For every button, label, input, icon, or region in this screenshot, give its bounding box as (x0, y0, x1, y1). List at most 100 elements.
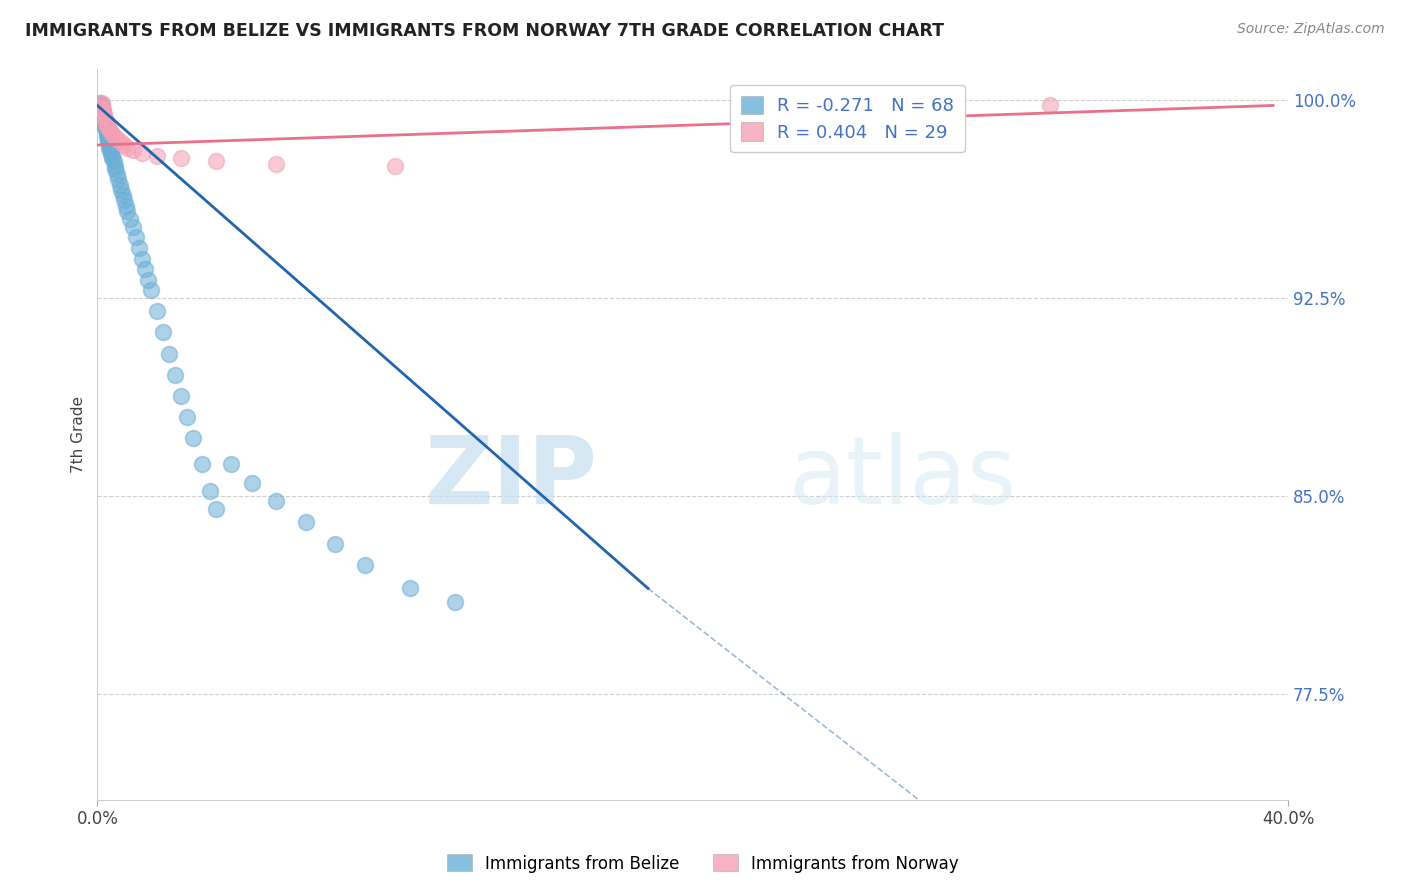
Point (176, 409, 198, 424)
Point (107, 172, 129, 186)
Point (97, 133, 120, 147)
Point (354, 558, 377, 572)
Point (93, 117, 115, 131)
Point (1039, 98, 1062, 112)
Point (94, 117, 117, 131)
Point (399, 582, 422, 596)
Point (110, 136, 132, 150)
Point (103, 153, 125, 168)
Legend: Immigrants from Belize, Immigrants from Norway: Immigrants from Belize, Immigrants from … (440, 847, 966, 880)
Point (90, 103, 112, 118)
Point (90, 101, 112, 115)
Point (170, 389, 193, 403)
Point (131, 145, 153, 160)
Point (110, 183, 132, 197)
Point (107, 133, 129, 147)
Point (221, 458, 243, 472)
Text: Source: ZipAtlas.com: Source: ZipAtlas.com (1237, 22, 1385, 37)
Point (91, 103, 114, 118)
Point (91, 98, 114, 112)
Point (125, 230, 148, 244)
Point (200, 483, 222, 498)
Point (128, 241, 150, 255)
Point (112, 138, 135, 153)
Point (97, 138, 120, 153)
Point (112, 194, 135, 208)
Point (97, 120, 120, 134)
Text: ZIP: ZIP (425, 432, 598, 524)
Point (93, 109, 115, 123)
Point (264, 156, 287, 170)
Point (91, 106, 114, 120)
Point (96, 117, 118, 131)
Point (98, 122, 121, 136)
Point (93, 114, 115, 128)
Point (384, 159, 406, 173)
Point (90, 103, 112, 118)
Point (94, 120, 117, 134)
Point (170, 151, 193, 165)
Point (205, 502, 228, 516)
Point (97, 136, 120, 150)
Point (181, 431, 204, 445)
Point (136, 272, 159, 286)
Text: IMMIGRANTS FROM BELIZE VS IMMIGRANTS FROM NORWAY 7TH GRADE CORRELATION CHART: IMMIGRANTS FROM BELIZE VS IMMIGRANTS FRO… (25, 22, 945, 40)
Point (157, 346, 180, 360)
Point (100, 145, 122, 160)
Point (94, 122, 117, 136)
Point (163, 368, 186, 382)
Point (205, 153, 228, 168)
Y-axis label: 7th Grade: 7th Grade (72, 395, 86, 473)
Point (91, 101, 114, 115)
Point (134, 262, 156, 277)
Point (94, 114, 117, 128)
Point (89, 98, 111, 112)
Point (96, 125, 118, 139)
Point (101, 128, 124, 142)
Point (90, 98, 112, 112)
Point (91, 106, 114, 120)
Point (122, 144, 145, 158)
Point (120, 211, 142, 226)
Point (91, 103, 114, 118)
Point (89, 101, 111, 115)
Point (115, 141, 138, 155)
Point (96, 130, 118, 145)
Point (104, 161, 127, 176)
Point (96, 120, 118, 134)
Point (94, 114, 117, 128)
Point (122, 219, 145, 234)
Point (240, 475, 263, 490)
Point (152, 326, 174, 340)
Point (93, 112, 115, 126)
Point (146, 304, 169, 318)
Legend: R = -0.271   N = 68, R = 0.404   N = 29: R = -0.271 N = 68, R = 0.404 N = 29 (730, 85, 965, 153)
Point (104, 159, 127, 173)
Point (90, 95, 112, 110)
Point (89, 95, 111, 110)
Point (108, 178, 131, 192)
Point (115, 204, 138, 219)
Point (91, 112, 114, 126)
Point (139, 283, 162, 297)
Point (105, 167, 128, 181)
Point (93, 109, 115, 123)
Text: atlas: atlas (787, 432, 1017, 524)
Point (90, 98, 112, 112)
Point (100, 125, 122, 139)
Point (190, 458, 212, 472)
Point (94, 112, 117, 126)
Point (98, 144, 121, 158)
Point (91, 109, 114, 123)
Point (920, 95, 942, 110)
Point (294, 516, 316, 530)
Point (90, 101, 112, 115)
Point (101, 151, 124, 165)
Point (325, 536, 347, 550)
Point (114, 199, 136, 213)
Point (443, 594, 465, 608)
Point (146, 148, 169, 162)
Point (104, 130, 127, 145)
Point (96, 128, 118, 142)
Point (111, 188, 134, 202)
